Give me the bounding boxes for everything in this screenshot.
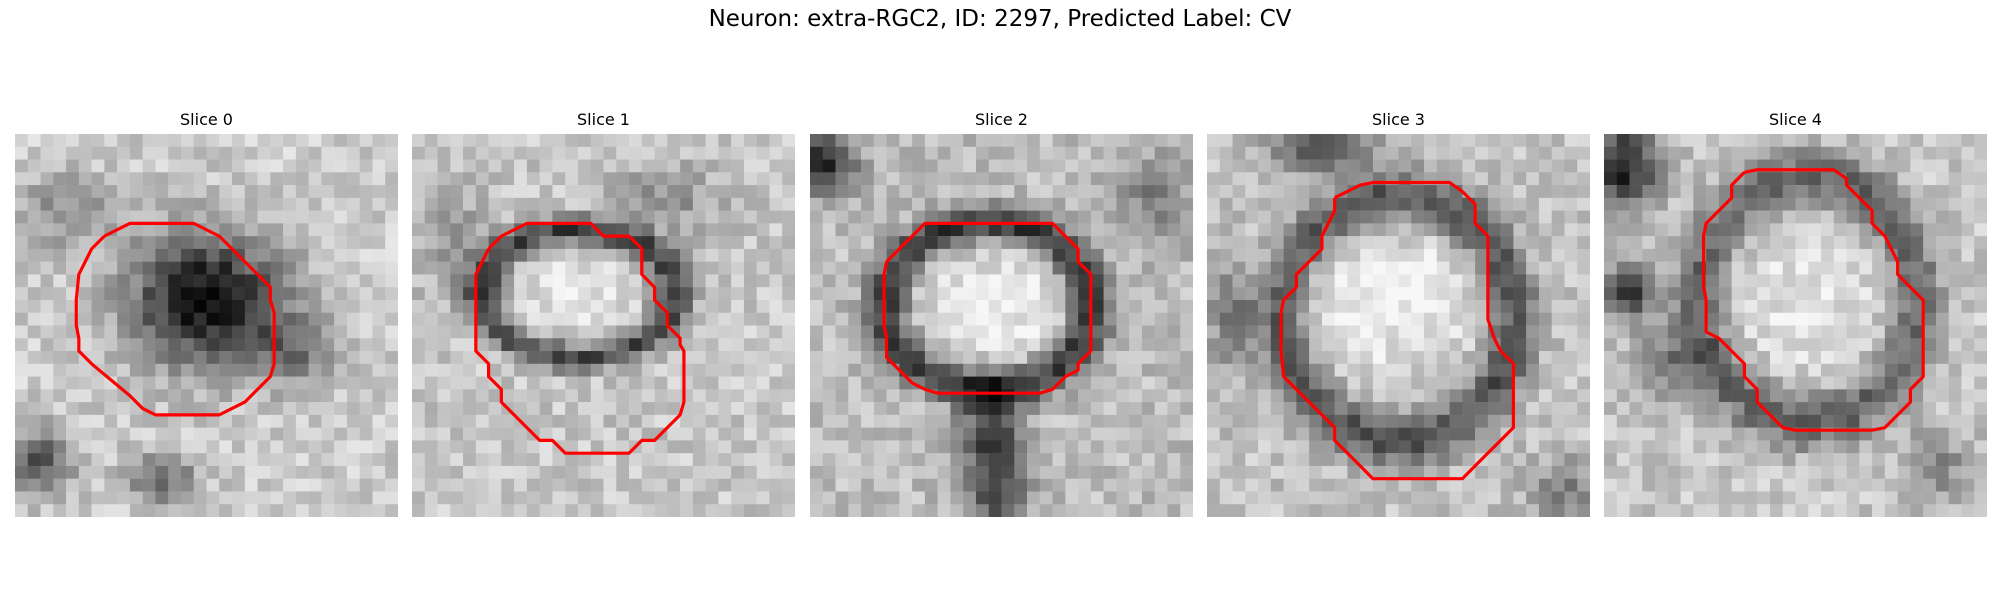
red-contour-0 xyxy=(74,221,276,417)
slice-title-2: Slice 2 xyxy=(975,110,1028,129)
grayscale-pixels-4 xyxy=(1604,134,1987,517)
red-contour-1 xyxy=(474,221,686,455)
slice-title-1: Slice 1 xyxy=(577,110,630,129)
red-contour-2 xyxy=(882,221,1093,395)
grayscale-pixels-2 xyxy=(810,134,1193,517)
slice-title-4: Slice 4 xyxy=(1769,110,1822,129)
figure-title: Neuron: extra-RGC2, ID: 2297, Predicted … xyxy=(708,6,1292,32)
slice-image-0 xyxy=(15,134,398,517)
slice-title-3: Slice 3 xyxy=(1372,110,1425,129)
red-contour-3 xyxy=(1279,180,1515,481)
grayscale-pixels-0 xyxy=(15,134,398,517)
grayscale-pixels-1 xyxy=(412,134,795,517)
slice-title-0: Slice 0 xyxy=(180,110,233,129)
slice-image-3 xyxy=(1207,134,1590,517)
slice-image-4 xyxy=(1604,134,1987,517)
grayscale-pixels-3 xyxy=(1207,134,1590,517)
slice-image-2 xyxy=(810,134,1193,517)
slice-panel-3: Slice 3 xyxy=(1207,110,1590,518)
slice-panel-1: Slice 1 xyxy=(412,110,795,518)
slice-image-1 xyxy=(412,134,795,517)
slice-panel-2: Slice 2 xyxy=(810,110,1193,518)
red-contour-4 xyxy=(1701,168,1925,432)
slice-panel-0: Slice 0 xyxy=(15,110,398,518)
slice-panel-4: Slice 4 xyxy=(1604,110,1987,518)
